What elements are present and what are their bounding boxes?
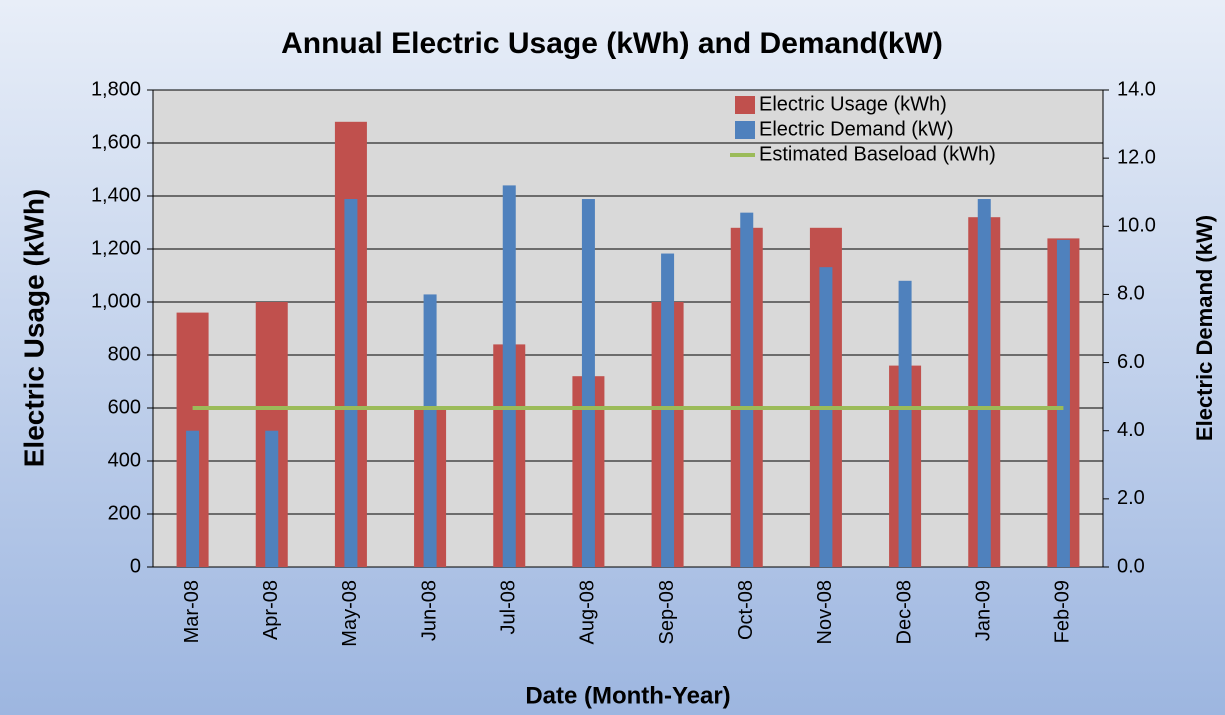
x-tick-label: May-08 [339,580,361,647]
y-tick-label: 200 [108,502,141,524]
y-tick-label: 1,200 [91,237,141,259]
x-tick-label: Apr-08 [260,580,282,640]
bar [740,212,754,567]
y2-axis-label: Electric Demand (kW) [1192,215,1217,441]
x-tick-label: Jun-08 [418,580,440,641]
x-tick-label: Jul-08 [498,580,520,634]
y-tick-label: 1,000 [91,290,141,312]
bar [1056,239,1070,567]
y-tick-label: 0 [130,555,141,577]
legend-label: Estimated Baseload (kWh) [759,143,996,165]
y2-tick-label: 12.0 [1117,146,1156,168]
legend-swatch [735,96,755,114]
legend-label: Electric Demand (kW) [759,118,953,140]
y-tick-label: 1,400 [91,184,141,206]
y2-tick-label: 4.0 [1117,419,1145,441]
x-tick-label: Jan-09 [973,580,995,641]
y2-tick-label: 0.0 [1117,555,1145,577]
y-tick-label: 1,600 [91,131,141,153]
chart-title: Annual Electric Usage (kWh) and Demand(k… [281,27,943,60]
x-axis-label: Date (Month-Year) [525,682,730,709]
y-tick-label: 600 [108,396,141,418]
x-tick-label: Oct-08 [735,580,757,640]
y2-tick-label: 2.0 [1117,487,1145,509]
legend-swatch [735,121,755,139]
x-tick-label: Sep-08 [656,580,678,645]
bar [423,294,437,567]
y2-tick-label: 10.0 [1117,215,1156,237]
x-tick-label: Dec-08 [893,580,915,644]
x-tick-label: Mar-08 [181,580,203,643]
bar [265,430,279,567]
plot-area [153,90,1103,567]
y2-tick-label: 14.0 [1117,78,1156,100]
y-axis-label: Electric Usage (kWh) [18,189,49,468]
y-tick-label: 400 [108,449,141,471]
bar [581,199,595,567]
bar [186,430,200,567]
y-tick-label: 1,800 [91,78,141,100]
y-tick-label: 800 [108,343,141,365]
bar [819,267,833,567]
x-tick-label: Nov-08 [814,580,836,644]
x-tick-label: Aug-08 [577,580,599,645]
y2-tick-label: 8.0 [1117,283,1145,305]
bar [502,185,516,567]
bar [344,199,358,567]
bar [898,280,912,567]
y2-tick-label: 6.0 [1117,351,1145,373]
legend-label: Electric Usage (kWh) [759,93,947,115]
x-tick-label: Feb-09 [1052,580,1074,643]
bar [661,253,675,568]
bar [977,199,991,567]
